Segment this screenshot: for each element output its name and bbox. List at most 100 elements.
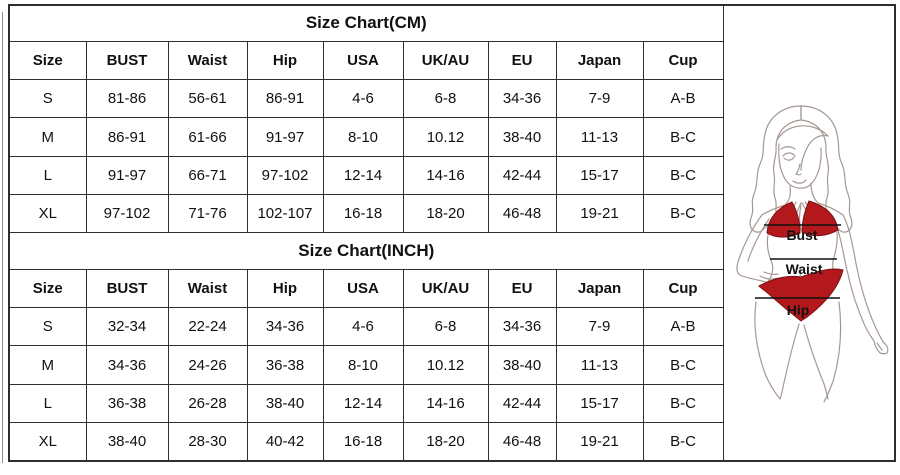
left-edge-divider <box>2 12 3 463</box>
bangs <box>775 125 829 141</box>
cell: A-B <box>642 79 724 119</box>
col-header: Hip <box>246 40 324 81</box>
cell: 46-48 <box>487 194 557 234</box>
cm-row-s: S 81-86 56-61 86-91 4-6 6-8 34-36 7-9 A-… <box>8 79 895 119</box>
cell: 71-76 <box>167 194 248 234</box>
cell: B-C <box>642 194 724 234</box>
cell: 34-36 <box>487 79 557 119</box>
figure-panel: Bust Waist Hip <box>722 4 896 462</box>
inch-row-xl: XL 38-40 28-30 40-42 16-18 18-20 46-48 1… <box>8 422 895 462</box>
col-header: Japan <box>555 40 644 81</box>
cell: 22-24 <box>167 307 248 347</box>
cm-header-row: Size BUST Waist Hip USA UK/AU EU Japan C… <box>8 40 895 81</box>
cell: 38-40 <box>85 422 169 462</box>
cell: 4-6 <box>322 79 404 119</box>
eye <box>781 152 796 157</box>
cell: 18-20 <box>402 194 489 234</box>
cell: 81-86 <box>85 79 169 119</box>
cell: 86-91 <box>85 117 169 157</box>
cell: 14-16 <box>402 383 489 424</box>
hip-label: Hip <box>786 302 809 318</box>
col-header: Waist <box>167 40 248 81</box>
cell: 15-17 <box>555 383 644 424</box>
col-header: EU <box>487 40 557 81</box>
cell: B-C <box>642 422 724 462</box>
mouth <box>791 179 807 184</box>
cell: 102-107 <box>246 194 324 234</box>
cell: B-C <box>642 117 724 157</box>
inch-row-m: M 34-36 24-26 36-38 8-10 10.12 38-40 11-… <box>8 345 895 385</box>
col-header: USA <box>322 40 404 81</box>
cell: B-C <box>642 155 724 196</box>
cell: A-B <box>642 307 724 347</box>
body-measurement-figure: Bust Waist Hip <box>735 105 888 403</box>
face-outline <box>777 143 822 189</box>
bikini-top <box>766 201 801 238</box>
inch-table-title: Size Chart(INCH) <box>8 232 724 270</box>
cell: 91-97 <box>246 117 324 157</box>
cell: 34-36 <box>487 307 557 347</box>
cell: 38-40 <box>246 383 324 424</box>
cell: 8-10 <box>322 117 404 157</box>
cell: 18-20 <box>402 422 489 462</box>
cell: XL <box>8 422 87 462</box>
col-header: Cup <box>642 40 724 81</box>
col-header: Japan <box>555 268 644 309</box>
cell: 56-61 <box>167 79 248 119</box>
cell: 34-36 <box>85 345 169 385</box>
waist-label: Waist <box>785 261 822 277</box>
cell: 40-42 <box>246 422 324 462</box>
inch-row-s: S 32-34 22-24 34-36 4-6 6-8 34-36 7-9 A-… <box>8 307 895 347</box>
cell: 42-44 <box>487 383 557 424</box>
right-arm <box>841 214 884 343</box>
cell: 38-40 <box>487 117 557 157</box>
cell: B-C <box>642 383 724 424</box>
col-header: UK/AU <box>402 40 489 81</box>
col-header: Hip <box>246 268 324 309</box>
cell: XL <box>8 194 87 234</box>
cell: M <box>8 117 87 157</box>
inch-row-l: L 36-38 26-28 38-40 12-14 14-16 42-44 15… <box>8 383 895 424</box>
size-chart-table: Size Chart(CM) <box>8 4 897 462</box>
cell: 11-13 <box>555 345 644 385</box>
cell: S <box>8 307 87 347</box>
cell: 38-40 <box>487 345 557 385</box>
cell: 97-102 <box>246 155 324 196</box>
col-header: Cup <box>642 268 724 309</box>
eyebrow <box>779 146 796 150</box>
cell: M <box>8 345 87 385</box>
cell: L <box>8 383 87 424</box>
col-header: Size <box>8 268 87 309</box>
cell: 26-28 <box>167 383 248 424</box>
cell: 7-9 <box>555 79 644 119</box>
cell: L <box>8 155 87 196</box>
col-header: BUST <box>85 40 169 81</box>
col-header: Size <box>8 40 87 81</box>
cell: 32-34 <box>85 307 169 347</box>
cell: 6-8 <box>402 307 489 347</box>
bust-label: Bust <box>786 227 817 243</box>
cell: 8-10 <box>322 345 404 385</box>
cell: 10.12 <box>402 117 489 157</box>
cell: 11-13 <box>555 117 644 157</box>
cell: B-C <box>642 345 724 385</box>
cell: 46-48 <box>487 422 557 462</box>
cell: 36-38 <box>85 383 169 424</box>
cell: 66-71 <box>167 155 248 196</box>
col-header: Waist <box>167 268 248 309</box>
legs <box>753 301 781 400</box>
cell: 15-17 <box>555 155 644 196</box>
col-header: EU <box>487 268 557 309</box>
cell: 42-44 <box>487 155 557 196</box>
cell: 97-102 <box>85 194 169 234</box>
cell: 4-6 <box>322 307 404 347</box>
cell: 91-97 <box>85 155 169 196</box>
cell: 6-8 <box>402 79 489 119</box>
cell: 10.12 <box>402 345 489 385</box>
cm-row-l: L 91-97 66-71 97-102 12-14 14-16 42-44 1… <box>8 155 895 196</box>
hair-outline <box>749 105 802 233</box>
col-header: UK/AU <box>402 268 489 309</box>
cell: 7-9 <box>555 307 644 347</box>
cell: 19-21 <box>555 422 644 462</box>
